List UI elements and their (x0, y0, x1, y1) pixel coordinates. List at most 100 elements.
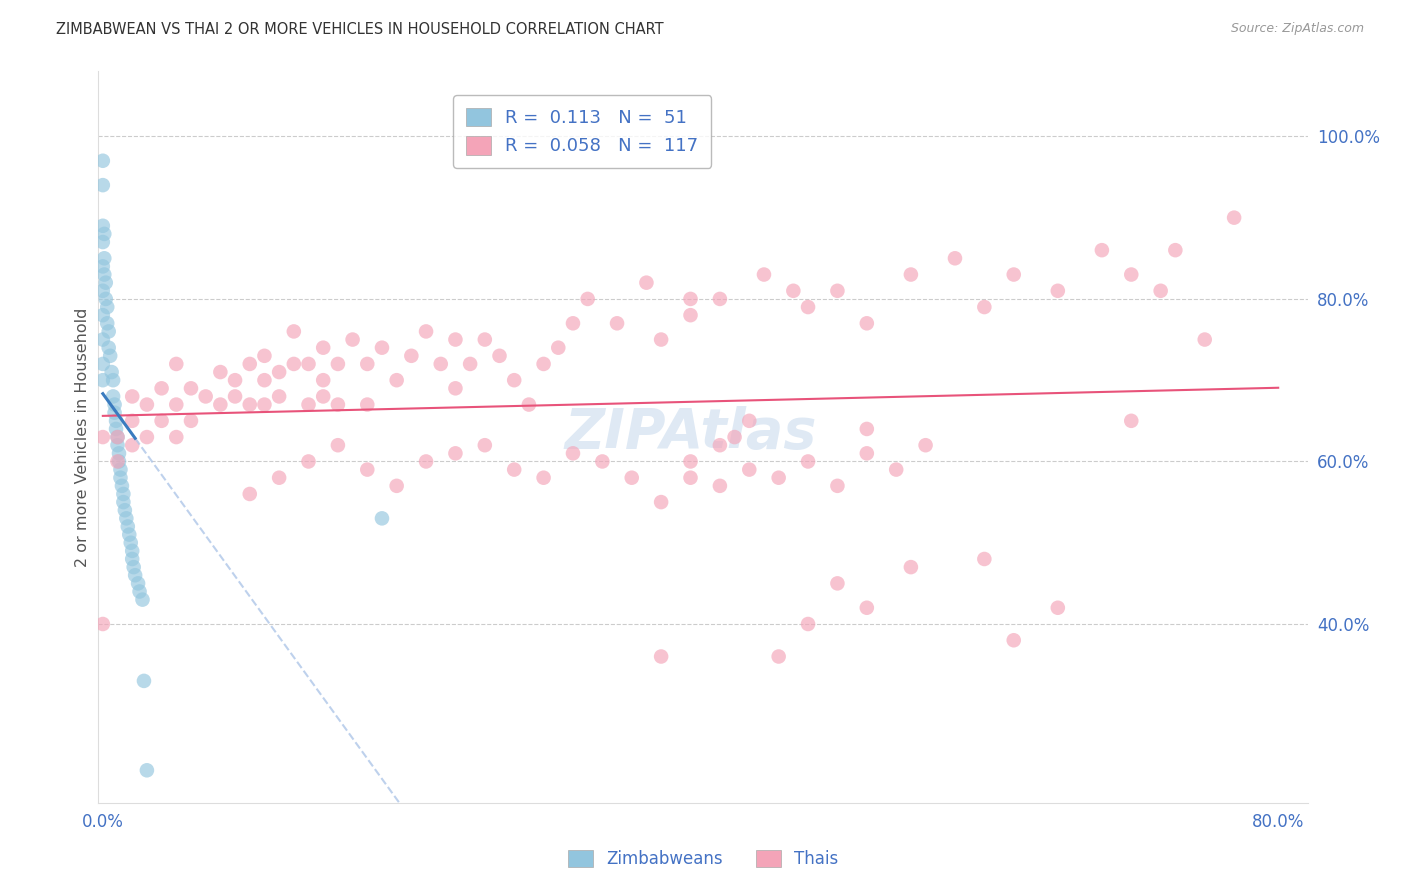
Point (973, 300, 995, 314)
Point (679, 292, 702, 306)
Point (121, 552, 143, 566)
Point (253, 349, 276, 363)
Point (297, 357, 319, 371)
Point (943, 252, 966, 266)
Point (96, 316, 118, 330)
Point (121, 544, 143, 558)
Point (135, 398, 157, 412)
Point (768, 471, 790, 485)
Point (239, 357, 262, 371)
Point (111, 479, 134, 493)
Point (101, 389, 124, 403)
Point (1046, 600, 1069, 615)
Point (385, 373, 408, 387)
Point (401, 349, 423, 363)
Point (709, 479, 731, 493)
Point (827, 284, 849, 298)
Point (105, 422, 128, 436)
Point (107, 430, 129, 444)
Point (283, 325, 305, 339)
Point (415, 325, 437, 339)
Point (503, 373, 526, 387)
Point (914, 438, 936, 452)
Y-axis label: 2 or more Vehicles in Household: 2 or more Vehicles in Household (75, 308, 90, 566)
Point (797, 300, 820, 314)
Point (297, 454, 319, 468)
Point (91, 260, 114, 274)
Point (253, 398, 276, 412)
Point (326, 357, 349, 371)
Legend: R =  0.113   N =  51, R =  0.058   N =  117: R = 0.113 N = 51, R = 0.058 N = 117 (453, 95, 711, 168)
Point (283, 357, 305, 371)
Point (1121, 268, 1143, 282)
Point (768, 649, 790, 664)
Point (115, 511, 138, 525)
Point (94, 276, 117, 290)
Point (474, 333, 496, 347)
Point (209, 398, 232, 412)
Point (96, 300, 118, 314)
Point (562, 316, 585, 330)
Point (827, 576, 849, 591)
Point (591, 454, 613, 468)
Point (356, 398, 378, 412)
Point (342, 333, 364, 347)
Point (752, 268, 775, 282)
Point (239, 398, 262, 412)
Point (856, 422, 879, 436)
Point (679, 454, 702, 468)
Point (856, 600, 879, 615)
Point (269, 365, 291, 379)
Text: Source: ZipAtlas.com: Source: ZipAtlas.com (1230, 22, 1364, 36)
Point (98, 349, 121, 363)
Point (91, 308, 114, 322)
Point (856, 446, 879, 460)
Point (458, 357, 481, 371)
Point (224, 373, 246, 387)
Point (269, 471, 291, 485)
Point (91, 284, 114, 298)
Legend: Zimbabweans, Thais: Zimbabweans, Thais (561, 843, 845, 875)
Point (1121, 414, 1143, 428)
Point (312, 389, 335, 403)
Point (856, 316, 879, 330)
Point (100, 365, 122, 379)
Point (371, 511, 394, 525)
Point (97, 325, 120, 339)
Point (429, 357, 451, 371)
Point (120, 535, 142, 549)
Point (93, 252, 115, 266)
Point (124, 568, 146, 582)
Point (108, 454, 131, 468)
Point (1046, 284, 1069, 298)
Point (488, 349, 510, 363)
Point (444, 446, 467, 460)
Point (91, 219, 114, 233)
Point (533, 471, 555, 485)
Point (269, 389, 291, 403)
Point (114, 503, 136, 517)
Point (108, 446, 131, 460)
Point (224, 389, 246, 403)
Point (110, 462, 132, 476)
Point (562, 446, 585, 460)
Point (121, 438, 143, 452)
Point (415, 454, 437, 468)
Point (517, 398, 540, 412)
Point (110, 471, 132, 485)
Point (118, 527, 141, 541)
Point (93, 227, 115, 241)
Point (132, 673, 155, 688)
Point (709, 438, 731, 452)
Point (165, 357, 187, 371)
Point (620, 471, 643, 485)
Point (827, 479, 849, 493)
Point (135, 764, 157, 778)
Point (112, 495, 135, 509)
Point (93, 268, 115, 282)
Point (650, 649, 672, 664)
Point (180, 414, 202, 428)
Point (444, 381, 467, 395)
Point (91, 373, 114, 387)
Point (900, 268, 922, 282)
